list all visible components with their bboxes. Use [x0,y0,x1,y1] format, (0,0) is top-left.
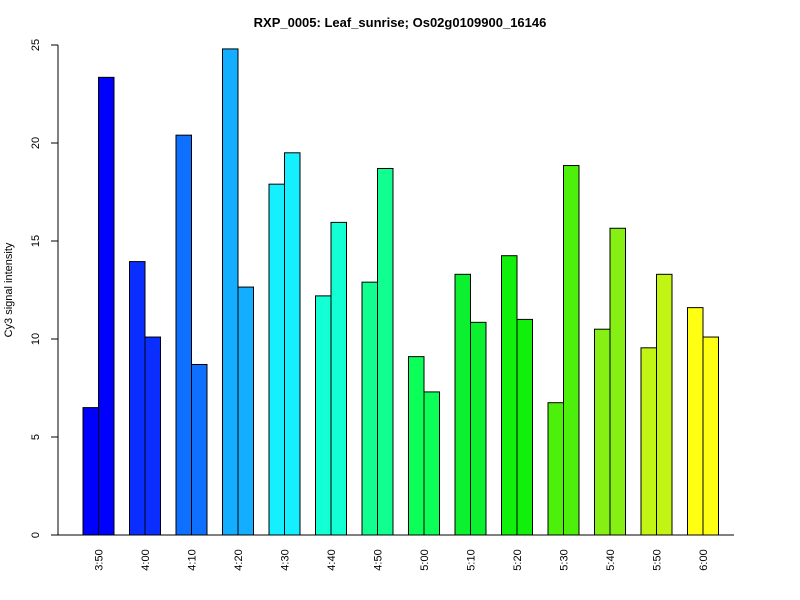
bar-350-2 [98,76,115,536]
x-tick-label: 5:50 [652,549,664,570]
bar-540-2 [609,227,626,536]
x-tick-label: 5:40 [605,549,617,570]
x-tick-label: 4:50 [373,549,385,570]
bar-350-1 [82,407,99,536]
bar-400-1 [129,261,146,536]
bar-400-2 [144,336,161,536]
bar-520-1 [501,255,518,536]
bar-520-2 [516,318,533,536]
bar-550-2 [656,273,673,536]
y-tick-label: 10 [30,333,42,345]
bar-510-1 [454,273,471,536]
bar-410-1 [175,134,192,536]
bar-530-2 [563,165,580,536]
chart-title: RXP_0005: Leaf_sunrise; Os02g0109900_161… [254,15,547,30]
x-tick-label: 5:30 [559,549,571,570]
bars [82,48,719,536]
bar-430-1 [268,183,285,536]
bar-500-2 [423,391,440,536]
x-tick-label: 5:00 [419,549,431,570]
y-tick-label: 0 [30,532,42,538]
bar-450-2 [377,167,394,536]
bar-410-2 [191,363,208,536]
bar-530-1 [547,402,564,536]
x-tick-label: 4:10 [187,549,199,570]
x-tick-label: 5:10 [466,549,478,570]
y-tick-label: 25 [30,39,42,51]
y-tick-label: 5 [30,434,42,440]
x-axis: 3:50 4:00 4:10 4:20 4:30 4:40 4:50 5:00 5:10 5:20… [58,534,734,571]
bar-440-2 [330,221,347,536]
x-tick-label: 5:20 [512,549,524,570]
bar-600-2 [702,336,719,536]
bar-420-1 [222,48,239,536]
bar-500-1 [408,356,425,536]
x-tick-label: 6:00 [698,549,710,570]
bar-450-1 [361,281,378,536]
bar-550-1 [640,347,657,536]
x-tick-label: 4:40 [326,549,338,570]
bar-510-2 [470,321,487,536]
bar-430-2 [284,152,301,536]
x-tick-label: 4:30 [280,549,292,570]
y-axis: 0 5 10 15 20 25 [30,39,59,538]
bar-420-2 [237,286,254,536]
bar-600-1 [687,307,704,536]
x-tick-label: 3:50 [94,549,106,570]
y-tick-label: 20 [30,137,42,149]
bar-540-1 [594,328,611,536]
y-axis-label: Cy3 signal intensity [3,242,15,337]
x-tick-label: 4:00 [140,549,152,570]
y-tick-label: 15 [30,235,42,247]
bar-440-1 [315,295,332,536]
x-tick-label: 4:20 [233,549,245,570]
